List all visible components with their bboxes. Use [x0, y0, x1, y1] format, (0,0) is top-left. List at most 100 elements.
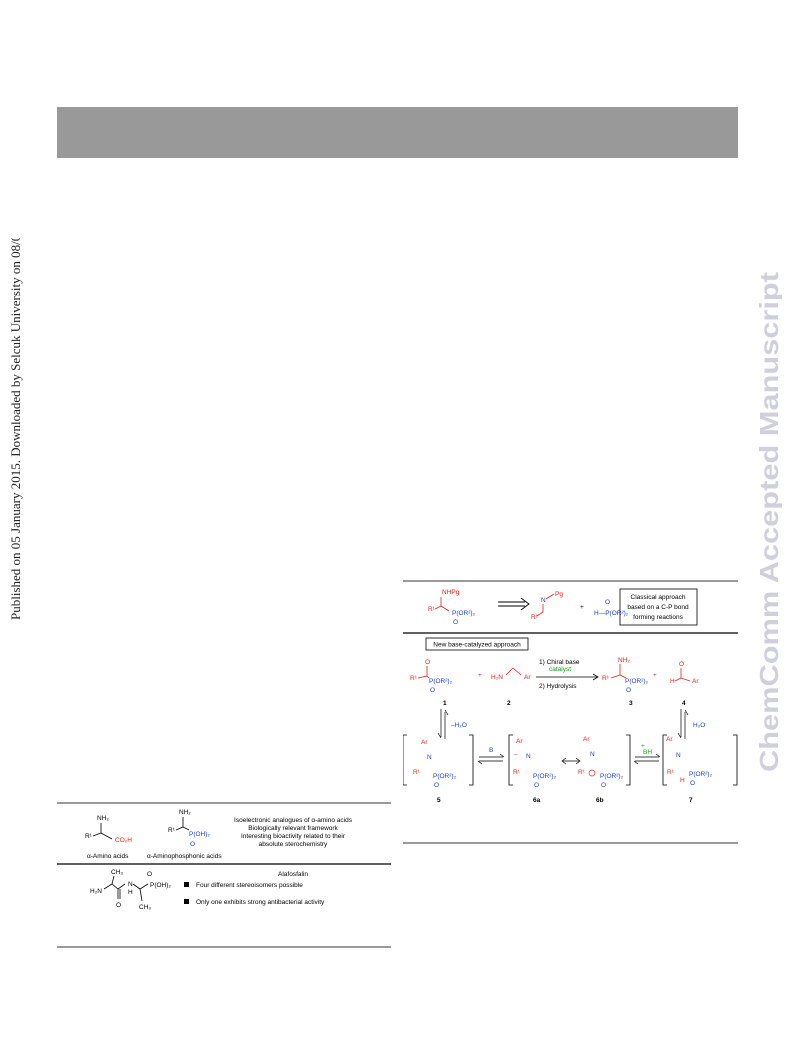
compound-2: H₂N Ar 2 — [491, 667, 531, 707]
water: H₂O — [693, 722, 705, 729]
label-1: 1 — [443, 700, 447, 707]
i7-r1: R¹ — [667, 769, 675, 776]
classical-line-1: Classical approach — [631, 594, 686, 601]
i6b-ar: Ar — [583, 736, 590, 743]
i6a-ar: Ar — [516, 738, 523, 745]
plus-1: + — [478, 672, 482, 679]
i5-ar: Ar — [421, 739, 428, 746]
retro-imine: Pg N R¹ — [531, 591, 563, 621]
bullet-2: Only one exhibits strong antibacterial a… — [196, 899, 325, 906]
watermark: ChemComm Accepted Manuscript — [754, 270, 784, 772]
c3-p: P(OR²)₂ — [625, 678, 649, 685]
i7-h: H — [680, 777, 685, 784]
watermark-text: ChemComm Accepted Manuscript — [754, 272, 782, 772]
published-note-text: Published on 05 January 2015. Downloaded… — [8, 238, 23, 620]
ala-o: O — [116, 902, 121, 909]
i7-o: O — [690, 780, 695, 787]
c1-p: P(OR²)₂ — [429, 678, 453, 685]
minus-water: –H₂O — [451, 722, 467, 729]
new-approach-box: New base-catalyzed approach — [425, 637, 529, 651]
amino-acid-structure: NH₂ R¹ CO₂H — [85, 815, 132, 844]
retro-target: NHPg R¹ P(OR²)₂ O — [428, 589, 476, 626]
resonance-arrow — [561, 757, 581, 765]
classical-box: Classical approach based on a C-P bond f… — [619, 588, 698, 626]
i6a-r1: R¹ — [513, 769, 521, 776]
label-aminophosphonic-acids: α-Aminophosphonic acids — [147, 853, 222, 860]
i6b-o: O — [601, 782, 606, 789]
aminophosphonic-figure: NH₂ R¹ CO₂H NH₂ R¹ P(OH)₂ O α-Amino acid… — [57, 806, 391, 944]
hp-oxo: O — [605, 599, 610, 606]
i6b-r1: R¹ — [578, 769, 586, 776]
ala-h: H — [128, 889, 133, 896]
i6b-p: P(OR²)₂ — [600, 773, 624, 780]
c4-h: H — [670, 678, 675, 685]
i5-n: N — [427, 754, 432, 761]
aa-r1: R¹ — [85, 833, 93, 840]
classical-line-2: based on a C-P bond — [627, 604, 689, 611]
plus-2: + — [653, 672, 657, 679]
step-1-catalyst: catalyst — [549, 666, 571, 673]
ap-r1: R¹ — [168, 827, 176, 834]
label-5: 5 — [437, 797, 441, 804]
new-approach-label: New base-catalyzed approach — [433, 642, 521, 649]
published-note: Published on 05 January 2015. Downloaded… — [3, 146, 27, 620]
ala-n: N — [128, 881, 133, 888]
compound-3: NH₂ R¹ P(OR²)₂ O 3 — [602, 657, 649, 707]
label-6a: 6a — [533, 797, 541, 804]
property-3: Interesting bioactivity related to their — [241, 833, 346, 840]
compound-1: O R¹ P(OR²)₂ O 1 — [410, 659, 453, 707]
scheme-bottom-rule — [403, 842, 738, 844]
main-reaction-arrow: 1) Chiral base catalyst 2) Hydrolysis — [536, 659, 599, 690]
ala-ch3-top: CH₃ — [111, 869, 123, 876]
hydration-arrow: H₂O — [677, 709, 705, 739]
label-6b: 6b — [596, 797, 604, 804]
retro-arrow — [498, 597, 530, 611]
figure-bottom-rule — [57, 946, 391, 948]
classical-line-3: forming reactions — [633, 614, 684, 621]
reaction-scheme: NHPg R¹ P(OR²)₂ O Pg N R¹ + H—P(OR²)₂ O … — [402, 582, 738, 840]
aa-nh2: NH₂ — [97, 815, 109, 822]
c4-oxo: O — [679, 661, 684, 668]
i7-ar: Ar — [666, 736, 673, 743]
c2-h2n: H₂N — [491, 674, 503, 681]
c1-p-oxo: O — [430, 687, 435, 694]
step-2: 2) Hydrolysis — [539, 683, 577, 690]
i6a-n: N — [526, 753, 531, 760]
ala-ch3-bottom: CH₃ — [139, 904, 151, 911]
label-7: 7 — [689, 797, 693, 804]
property-2: Biologically relevant framework — [248, 825, 338, 832]
figure-top-rule — [57, 802, 391, 804]
scheme-top-rule — [403, 580, 738, 582]
i6a-p: P(OR²)₂ — [533, 773, 557, 780]
intermediate-6b: Ar N R¹ P(OR²)₂ O 6b — [578, 734, 631, 804]
ap-oxo: O — [190, 841, 195, 848]
i5-p: P(OR²)₂ — [433, 773, 457, 780]
intermediate-5: Ar N R¹ P(OR²)₂ O 5 — [402, 734, 474, 804]
intermediate-7: Ar N R¹ H P(OR²)₂ O 7 — [662, 734, 738, 804]
bh-plus: + — [641, 743, 645, 750]
imine-n: N — [541, 597, 546, 604]
c2-ar: Ar — [524, 674, 531, 681]
step-1-prefix: 1) Chiral base — [539, 659, 580, 666]
i7-p: P(OR²)₂ — [689, 771, 713, 778]
c3-r1: R¹ — [602, 675, 610, 682]
i6b-n: N — [590, 751, 595, 758]
label-3: 3 — [629, 700, 633, 707]
retro-phosphonate: P(OR²)₂ — [452, 610, 476, 617]
c1-oxo: O — [425, 659, 430, 666]
c1-r1: R¹ — [410, 675, 418, 682]
ap-nh2: NH₂ — [179, 809, 191, 816]
header-bar — [57, 107, 738, 158]
alafosfalin-structure: CH₃ H₂N N H O O P(OH)₂ CH₃ — [90, 869, 171, 911]
retro-plus: + — [580, 604, 584, 611]
imine-r1: R¹ — [531, 614, 539, 621]
ala-p-oxo: O — [147, 871, 152, 878]
ap-p: P(OH)₂ — [189, 831, 210, 838]
label-amino-acids: α-Amino acids — [87, 853, 129, 860]
i7-n: N — [676, 752, 681, 759]
property-1: Isoelectronic analogues of α-amino acids — [234, 817, 353, 824]
ala-p: P(OH)₂ — [150, 882, 171, 889]
i6a-o: O — [534, 782, 539, 789]
retro-r1: R¹ — [428, 606, 436, 613]
hp-label: H—P(OR²)₂ — [594, 610, 629, 617]
